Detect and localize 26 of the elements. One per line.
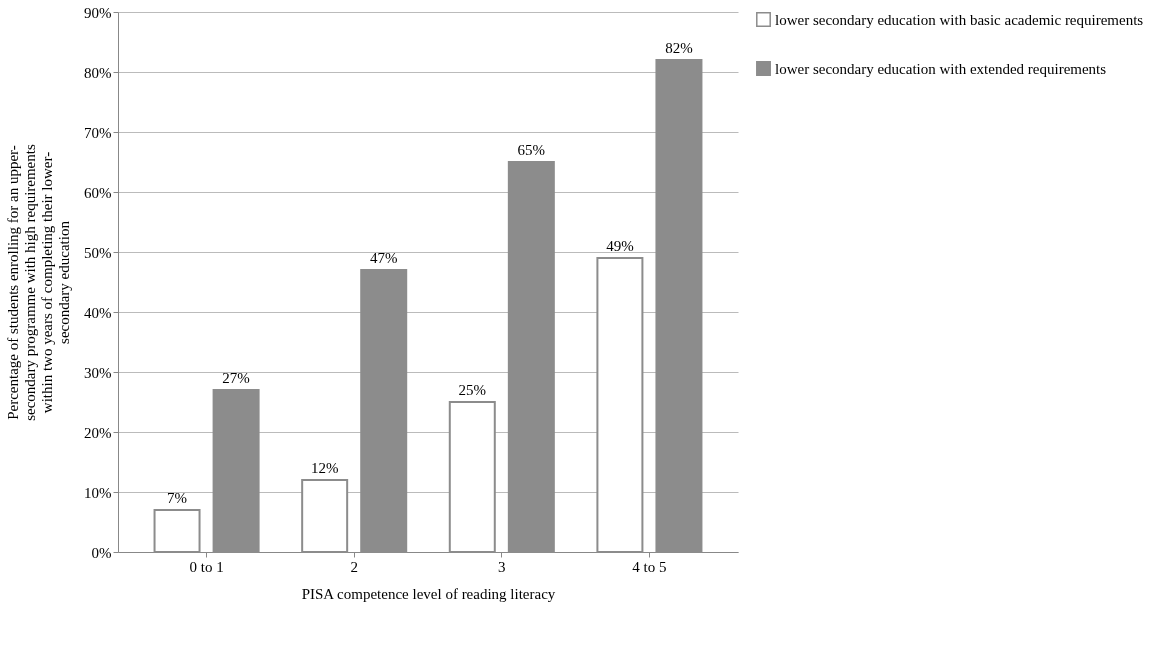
y-tick-label: 60%: [84, 184, 112, 201]
x-axis-title: PISA competence level of reading literacy: [301, 585, 556, 602]
data-label: 47%: [369, 250, 398, 266]
y-tick-label: 20%: [84, 424, 112, 441]
y-tick-label: 70%: [84, 124, 112, 141]
y-tick-label: 80%: [84, 64, 112, 81]
y-tick-label: 40%: [84, 304, 112, 321]
y-tick-label: 50%: [84, 244, 112, 261]
data-label: 27%: [222, 370, 250, 386]
x-tick-label: 2: [350, 558, 358, 575]
y-axis-title: Percentage of students enrolling for an upper- secondary programme with high requirements within two years of completing their lower- secondary education: [5, 144, 72, 421]
x-tick-label: 3: [498, 558, 506, 575]
legend-label: lower secondary education with basic academic requirements: [775, 11, 1144, 28]
y-tick-label: 30%: [84, 364, 112, 381]
y-tick-label: 0%: [91, 544, 112, 561]
legend-label: lower secondary education with extended requirements: [775, 60, 1107, 77]
y-tick-label: 90%: [84, 4, 112, 21]
data-label: 25%: [458, 382, 487, 398]
x-tick-label: 4 to 5: [632, 558, 667, 575]
x-tick-label: 0 to 1: [189, 558, 224, 575]
data-label: 7%: [167, 490, 188, 506]
data-label: 12%: [310, 460, 339, 476]
data-label: 49%: [606, 238, 634, 254]
data-label: 65%: [517, 142, 546, 158]
data-label: 82%: [665, 40, 693, 56]
y-tick-label: 10%: [84, 484, 112, 501]
